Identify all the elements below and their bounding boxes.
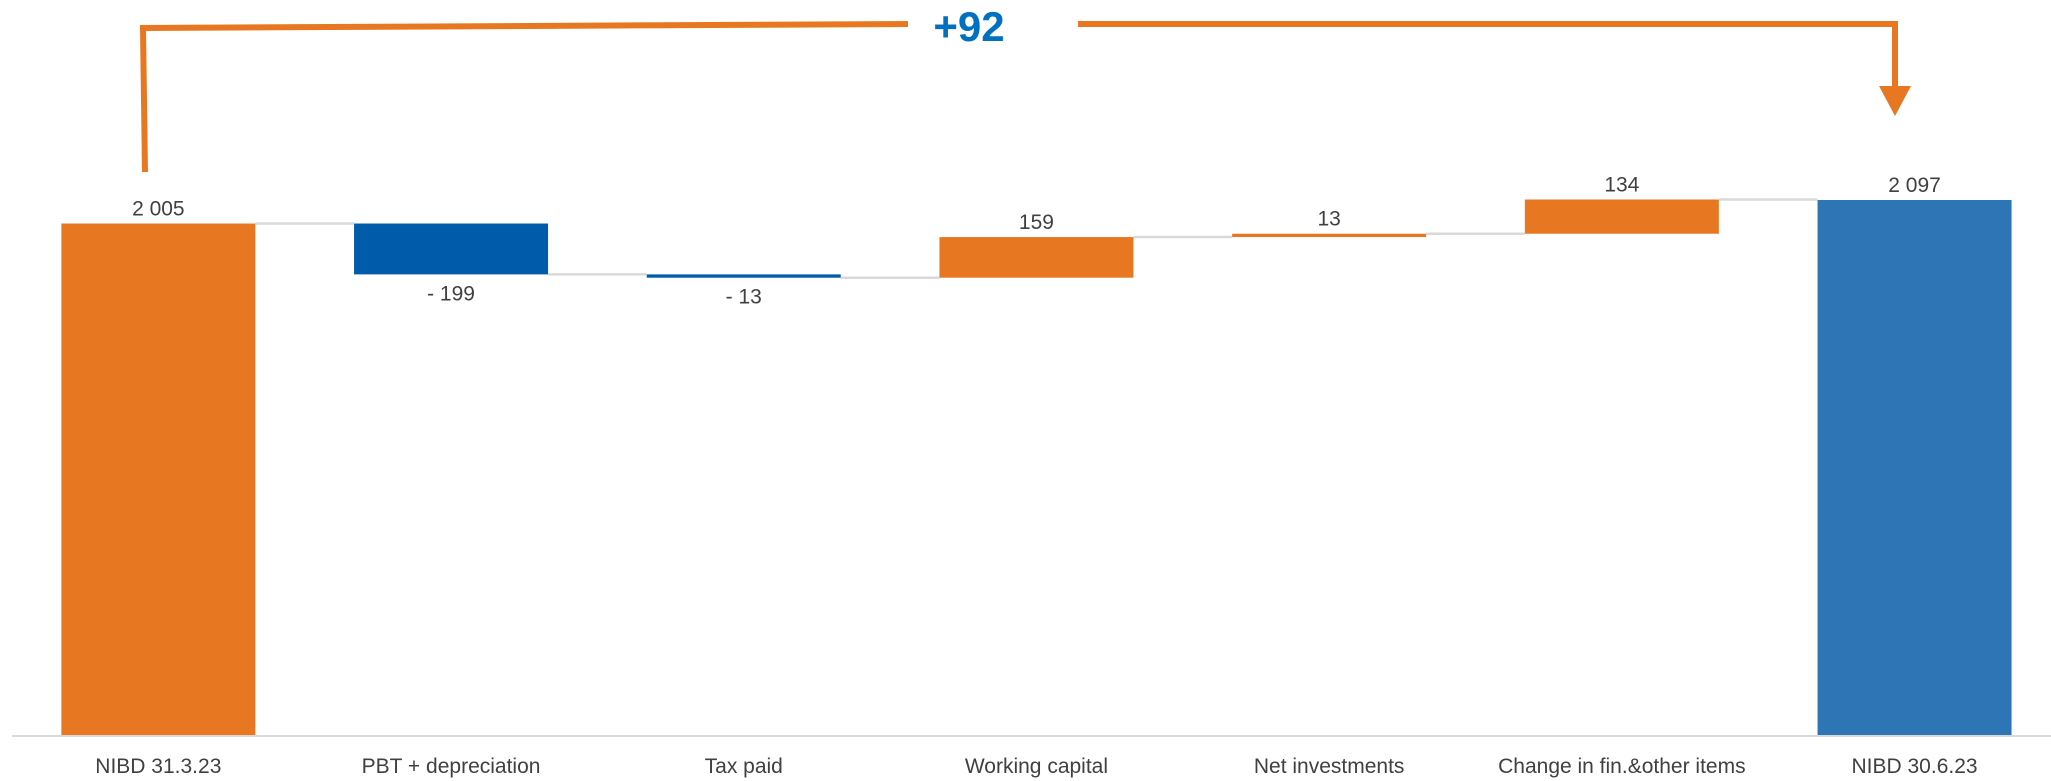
category-label: PBT + depreciation [362, 755, 541, 778]
bar [646, 274, 841, 278]
data-labels: 2 005 - 199 - 13 159 13 134 2 097 [132, 173, 1941, 308]
category-label: NIBD 30.6.23 [1852, 755, 1978, 778]
bar [1232, 233, 1427, 238]
bar [939, 237, 1134, 278]
data-label: 2 005 [132, 198, 185, 221]
connector-lines [255, 198, 1818, 279]
category-label: Net investments [1254, 755, 1405, 778]
change-bracket: +92 [139, 3, 1911, 173]
bracket-right-line [1078, 21, 1898, 88]
category-label: NIBD 31.3.23 [95, 755, 221, 778]
arrow-head-icon [1879, 86, 1911, 116]
data-label: 2 097 [1888, 174, 1941, 197]
bracket-left-line [139, 21, 909, 173]
bars [61, 199, 2012, 736]
data-label: 159 [1019, 211, 1054, 234]
bar [1524, 199, 1719, 234]
data-label: 13 [1317, 208, 1340, 231]
bar [354, 223, 549, 275]
change-label: +92 [933, 3, 1004, 50]
category-label: Change in fin.&other items [1498, 755, 1745, 778]
data-label: 134 [1604, 173, 1639, 196]
bar [61, 223, 256, 736]
data-label: - 13 [726, 286, 762, 309]
category-label: Tax paid [705, 755, 783, 778]
data-label: - 199 [427, 282, 475, 305]
bar [1817, 200, 2012, 736]
category-label: Working capital [965, 755, 1108, 778]
category-labels: NIBD 31.3.23 PBT + depreciation Tax paid Wo… [95, 755, 1977, 778]
